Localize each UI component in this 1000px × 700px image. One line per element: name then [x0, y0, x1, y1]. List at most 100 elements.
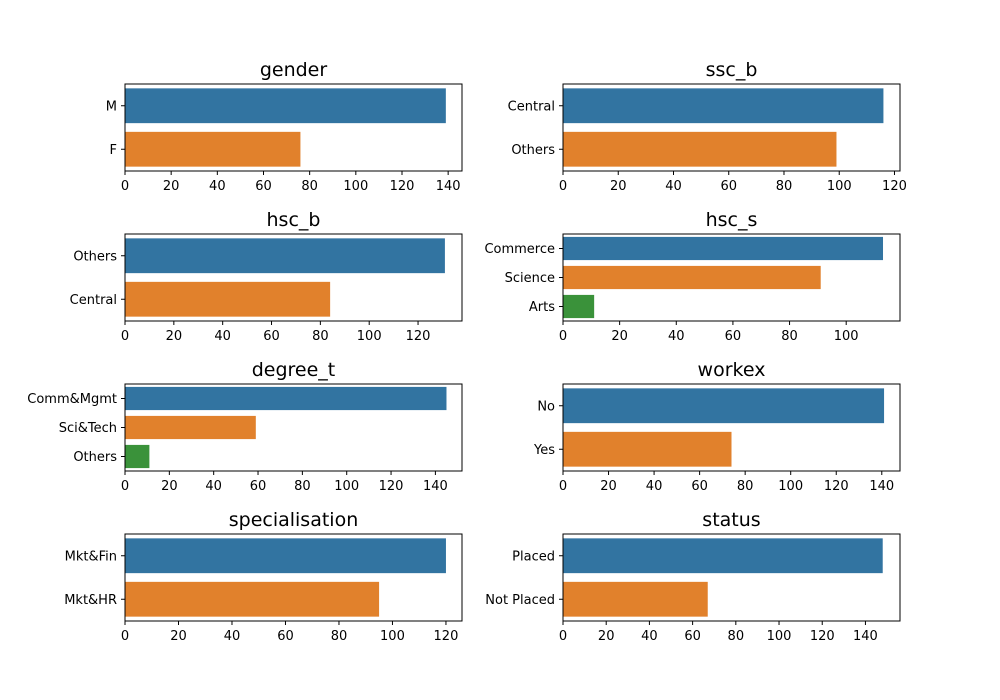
x-tick-label: 100 — [767, 629, 792, 644]
x-tick-label: 100 — [357, 329, 382, 344]
subplot-title: status — [702, 509, 760, 531]
bar-central — [125, 281, 331, 317]
y-tick-label: Central — [508, 99, 555, 114]
bar-mkt-hr — [125, 581, 380, 617]
x-tick-label: 0 — [121, 179, 129, 194]
x-tick-label: 120 — [882, 179, 907, 194]
y-tick-label: Commerce — [484, 242, 555, 257]
axes-frame — [562, 233, 901, 322]
bar-yes — [563, 431, 732, 467]
bar-mkt-fin — [125, 538, 446, 574]
y-tick-label: Placed — [512, 549, 555, 564]
axes-frame — [124, 233, 463, 322]
x-tick-label: 0 — [121, 329, 129, 344]
y-tick-label: Others — [73, 450, 117, 465]
x-tick-label: 100 — [380, 629, 405, 644]
bar-not-placed — [563, 581, 708, 617]
bar-comm-mgmt — [125, 386, 447, 411]
x-tick-label: 40 — [209, 179, 226, 194]
x-tick-label: 0 — [121, 479, 129, 494]
x-tick-label: 140 — [423, 479, 448, 494]
x-tick-label: 40 — [205, 479, 222, 494]
bar-placed — [563, 538, 883, 574]
subplot-title: hsc_s — [706, 209, 758, 231]
x-tick-label: 20 — [611, 329, 628, 344]
x-tick-label: 120 — [810, 629, 835, 644]
subplot-title: specialisation — [229, 509, 359, 531]
x-tick-label: 60 — [263, 329, 280, 344]
x-tick-label: 0 — [559, 329, 567, 344]
subplot-gender: gender M F 0 20 40 60 80 100 120 140 — [106, 59, 463, 194]
x-tick-label: 40 — [641, 629, 658, 644]
x-tick-label: 80 — [301, 179, 318, 194]
subplot-hsc-b: hsc_b Others Central 0 20 40 60 80 100 120 — [70, 209, 463, 344]
y-tick-label: Science — [505, 271, 555, 286]
y-tick-label: Central — [70, 293, 117, 308]
axes-frame — [562, 383, 901, 472]
x-tick-label: 0 — [121, 629, 129, 644]
x-tick-label: 60 — [250, 479, 267, 494]
x-tick-label: 20 — [170, 629, 187, 644]
bar-others — [125, 444, 150, 469]
subplot-title: degree_t — [252, 359, 336, 381]
subplot-title: workex — [698, 359, 766, 381]
bar-science — [563, 265, 821, 290]
y-tick-label: Arts — [529, 300, 555, 315]
bar-m — [125, 88, 446, 124]
x-tick-label: 140 — [853, 629, 878, 644]
x-tick-label: 20 — [600, 479, 617, 494]
x-tick-label: 20 — [610, 179, 627, 194]
x-tick-label: 0 — [559, 179, 567, 194]
subplot-title: gender — [260, 59, 328, 81]
axes-frame — [562, 83, 901, 172]
bar-central — [563, 88, 884, 124]
y-tick-label: Mkt&Fin — [65, 549, 117, 564]
subplot-specialisation: specialisation Mkt&Fin Mkt&HR 0 20 40 60 80 100 1… — [64, 509, 463, 644]
x-tick-label: 0 — [559, 479, 567, 494]
x-tick-label: 60 — [720, 179, 737, 194]
bar-commerce — [563, 236, 884, 261]
x-tick-label: 100 — [834, 329, 859, 344]
x-tick-label: 60 — [684, 629, 701, 644]
subplot-workex: workex No Yes 0 20 40 60 80 100 120 140 — [533, 359, 901, 494]
x-tick-label: 100 — [827, 179, 852, 194]
x-tick-label: 60 — [725, 329, 742, 344]
x-tick-label: 0 — [559, 629, 567, 644]
bar-no — [563, 388, 885, 424]
x-tick-label: 40 — [646, 479, 663, 494]
subplot-degree-t: degree_t Comm&Mgmt Sci&Tech Others 0 20 40 60 80… — [27, 359, 463, 494]
x-tick-label: 60 — [255, 179, 272, 194]
x-tick-label: 80 — [737, 479, 754, 494]
bar-arts — [563, 294, 595, 319]
bar-others — [125, 238, 445, 274]
axes-frame — [124, 533, 463, 622]
x-tick-label: 120 — [390, 179, 415, 194]
x-tick-label: 80 — [331, 629, 348, 644]
x-tick-label: 80 — [294, 479, 311, 494]
x-tick-label: 80 — [312, 329, 329, 344]
y-tick-label: Others — [511, 143, 555, 158]
y-tick-label: Others — [73, 249, 117, 264]
x-tick-label: 120 — [379, 479, 404, 494]
x-tick-label: 60 — [691, 479, 708, 494]
bar-sci-tech — [125, 415, 256, 440]
x-tick-label: 20 — [161, 479, 178, 494]
y-tick-label: Mkt&HR — [64, 593, 117, 608]
y-tick-label: F — [110, 143, 117, 158]
axes-frame — [124, 383, 463, 472]
x-tick-label: 40 — [214, 329, 231, 344]
axes-frame — [124, 83, 463, 172]
subplot-hsc-s: hsc_s Commerce Science Arts 0 20 40 60 80 100 — [484, 209, 901, 344]
x-tick-label: 80 — [728, 629, 745, 644]
x-tick-label: 100 — [343, 179, 368, 194]
x-tick-label: 120 — [434, 629, 459, 644]
x-tick-label: 40 — [224, 629, 241, 644]
x-tick-label: 20 — [166, 329, 183, 344]
y-tick-label: Yes — [533, 443, 555, 458]
x-tick-label: 100 — [778, 479, 803, 494]
x-tick-label: 40 — [665, 179, 682, 194]
x-tick-label: 120 — [406, 329, 431, 344]
y-tick-label: No — [537, 399, 555, 414]
y-tick-label: M — [106, 99, 117, 114]
x-tick-label: 80 — [781, 329, 798, 344]
